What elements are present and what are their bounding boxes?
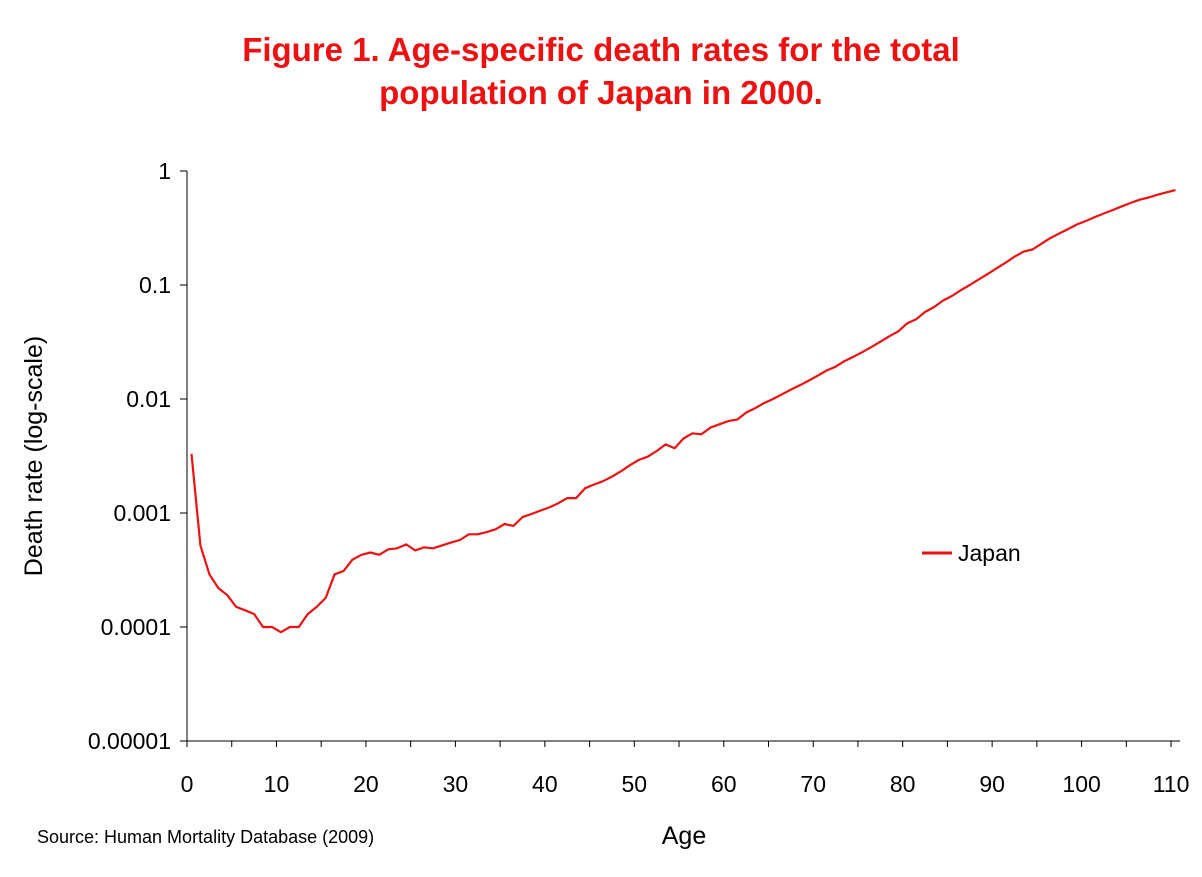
y-tick-label: 0.1	[139, 272, 171, 298]
legend-label-japan: Japan	[958, 540, 1021, 566]
series-line-japan	[190, 189, 1176, 634]
chart-title-line-2: population of Japan in 2000.	[379, 74, 823, 111]
x-tick-label: 70	[800, 771, 826, 797]
y-tick-label: 0.00001	[88, 728, 171, 754]
x-tick-label: 90	[979, 771, 1005, 797]
axes	[186, 171, 1180, 742]
y-tick-label: 0.01	[126, 386, 171, 412]
legend: Japan	[922, 540, 1021, 566]
y-tick-label: 0.001	[113, 500, 171, 526]
chart-title: Figure 1. Age-specific death rates for t…	[0, 28, 1202, 114]
y-axis-title: Death rate (log-scale)	[20, 336, 48, 576]
x-axis-title: Age	[662, 822, 706, 850]
x-tick-label: 40	[532, 771, 558, 797]
y-tick-label: 1	[158, 158, 171, 184]
x-tick-label: 0	[181, 771, 194, 797]
y-tick-label: 0.0001	[101, 614, 171, 640]
chart-title-line-1: Figure 1. Age-specific death rates for t…	[242, 31, 960, 68]
x-tick-label: 100	[1062, 771, 1100, 797]
x-tick-label: 60	[711, 771, 737, 797]
x-tick-label: 50	[622, 771, 648, 797]
x-tick-label: 110	[1153, 771, 1190, 797]
x-tick-label: 10	[264, 771, 290, 797]
x-tick-label: 20	[353, 771, 379, 797]
x-tick-label: 80	[890, 771, 916, 797]
series-layer	[190, 189, 1176, 634]
source-note: Source: Human Mortality Database (2009)	[37, 827, 375, 847]
x-tick-label: 30	[443, 771, 469, 797]
